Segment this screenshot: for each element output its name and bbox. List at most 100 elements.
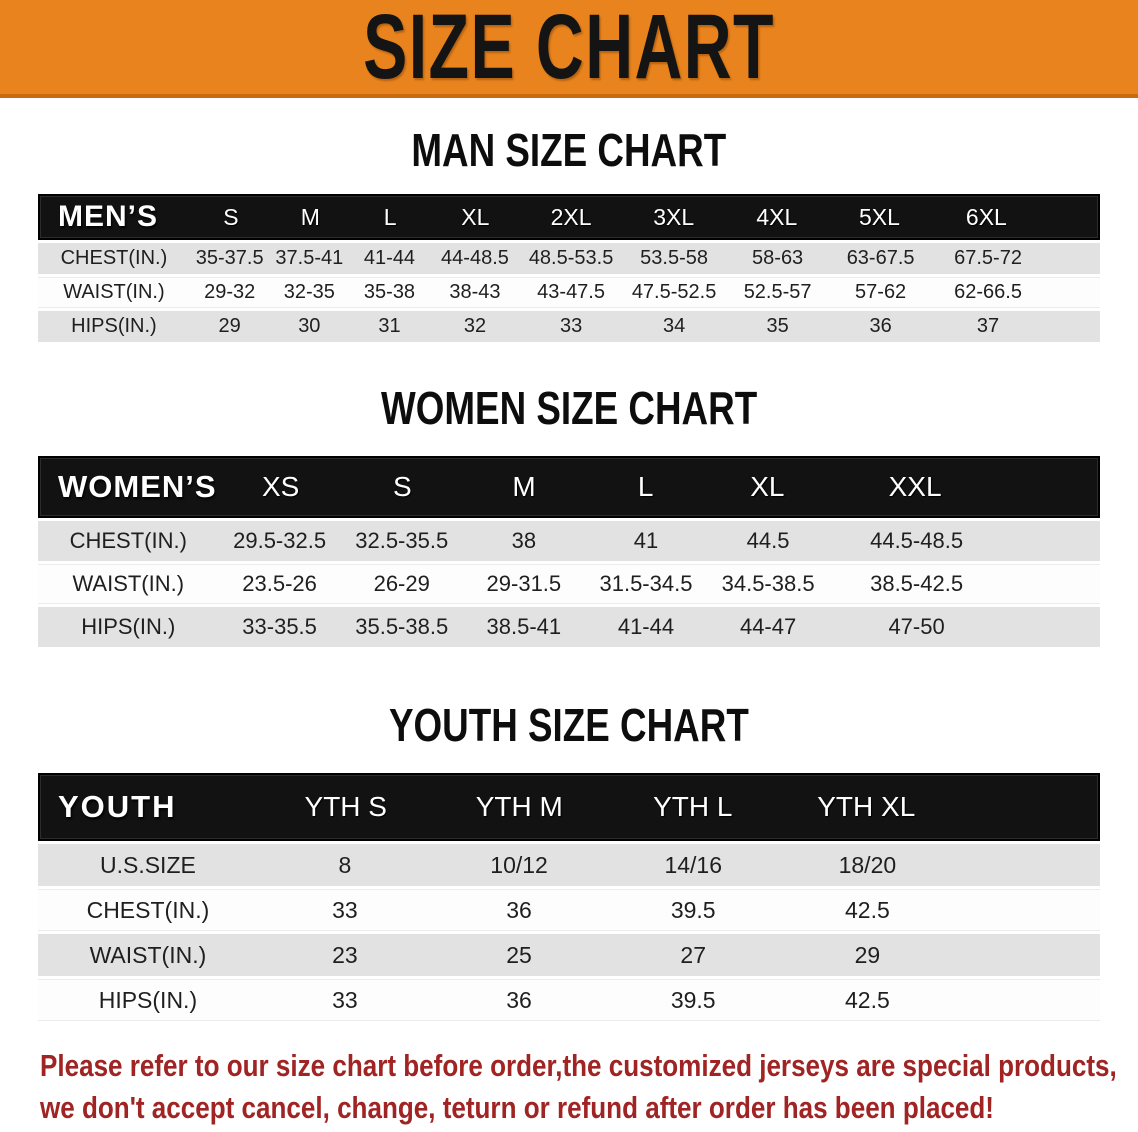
- disclaimer-line-1: Please refer to our size chart before or…: [40, 1048, 1117, 1083]
- men-size-col-header: 2XL: [550, 203, 592, 230]
- row-label: WAIST(IN.): [63, 281, 165, 303]
- size-cell: 47.5-52.5: [631, 281, 717, 303]
- size-chart-banner: SIZE CHART: [0, 0, 1138, 98]
- youth-table-header-row: YOUTH YTH S YTH M YTH L YTH XL: [38, 773, 1100, 841]
- size-cell: 42.5: [844, 986, 890, 1013]
- row-label: HIPS(IN.): [81, 614, 176, 639]
- youth-size-col-header: YTH L: [653, 791, 733, 822]
- size-cell: 32: [463, 315, 487, 337]
- size-cell: 36: [506, 986, 532, 1013]
- row-label: WAIST(IN.): [72, 571, 185, 596]
- size-cell: 47-50: [888, 614, 945, 639]
- row-label: WAIST(IN.): [89, 941, 207, 968]
- size-cell: 38.5-42.5: [870, 571, 964, 596]
- size-cell: 35-38: [363, 281, 416, 303]
- row-label: HIPS(IN.): [98, 986, 198, 1013]
- size-cell: 25: [506, 941, 532, 968]
- size-cell: 38.5-41: [486, 614, 562, 639]
- size-cell: 33: [559, 315, 583, 337]
- size-cell: 32-35: [283, 281, 335, 303]
- size-cell: 18/20: [838, 851, 897, 878]
- women-size-col-header: L: [637, 471, 654, 502]
- size-cell: 36: [869, 315, 892, 337]
- size-cell: 26-29: [373, 571, 430, 596]
- size-cell: 35: [766, 315, 789, 337]
- youth-size-col-header: YTH XL: [817, 791, 916, 822]
- banner-title: SIZE CHART: [363, 0, 775, 98]
- size-cell: 29.5-32.5: [233, 528, 327, 553]
- size-cell: 33: [332, 896, 358, 923]
- women-size-col-header: XL: [750, 471, 785, 502]
- men-size-col-header: XL: [461, 203, 490, 230]
- youth-section-heading-text: YOUTH SIZE CHART: [389, 699, 749, 751]
- row-label: U.S.SIZE: [99, 851, 196, 878]
- size-cell: 32.5-35.5: [355, 528, 449, 553]
- size-cell: 36: [506, 896, 532, 923]
- men-size-col-header: M: [300, 203, 320, 230]
- size-cell: 42.5: [844, 896, 890, 923]
- size-cell: 29: [218, 315, 241, 337]
- size-cell: 43-47.5: [537, 281, 605, 303]
- women-section-heading: WOMEN SIZE CHART: [0, 382, 1138, 434]
- order-disclaimer: Please refer to our size chart before or…: [40, 1045, 1138, 1129]
- men-chest-row: CHEST(IN.) 35-37.5 37.5-41 41-44 44-48.5…: [38, 243, 1100, 274]
- size-cell: 44-48.5: [441, 247, 509, 269]
- size-cell: 41-44: [363, 247, 416, 269]
- size-cell: 44.5: [746, 528, 790, 553]
- women-waist-row: WAIST(IN.) 23.5-26 26-29 29-31.5 31.5-34…: [38, 564, 1100, 604]
- size-cell: 41: [633, 528, 659, 553]
- men-waist-row: WAIST(IN.) 29-32 32-35 35-38 38-43 43-47…: [38, 277, 1100, 308]
- size-cell: 23.5-26: [242, 571, 317, 596]
- size-cell: 27: [680, 941, 707, 968]
- women-hips-row: HIPS(IN.) 33-35.5 35.5-38.5 38.5-41 41-4…: [38, 607, 1100, 647]
- men-size-col-header: 6XL: [965, 203, 1007, 230]
- size-cell: 33-35.5: [242, 614, 317, 639]
- size-cell: 10/12: [490, 851, 548, 878]
- women-size-col-header: M: [512, 471, 536, 502]
- women-section-heading-text: WOMEN SIZE CHART: [380, 382, 758, 434]
- size-cell: 8: [338, 851, 352, 878]
- row-label: CHEST(IN.): [69, 528, 187, 553]
- men-hips-row: HIPS(IN.) 29 30 31 32 33 34 35 36 37: [38, 311, 1100, 342]
- youth-table-corner-label: YOUTH: [58, 789, 177, 824]
- size-cell: 14/16: [664, 851, 722, 878]
- size-cell: 38: [511, 528, 537, 553]
- size-cell: 37.5-41: [275, 247, 344, 269]
- youth-chest-row: CHEST(IN.) 33 36 39.5 42.5: [38, 889, 1100, 931]
- size-cell: 63-67.5: [846, 247, 915, 269]
- size-cell: 39.5: [670, 896, 716, 923]
- size-cell: 34.5-38.5: [721, 571, 815, 596]
- size-cell: 35-37.5: [195, 247, 264, 269]
- women-chest-row: CHEST(IN.) 29.5-32.5 32.5-35.5 38 41 44.…: [38, 521, 1100, 561]
- size-cell: 67.5-72: [954, 247, 1022, 269]
- size-cell: 35.5-38.5: [355, 614, 449, 639]
- women-size-col-header: XS: [262, 471, 300, 502]
- size-cell: 62-66.5: [954, 281, 1022, 303]
- women-table-corner-label: WOMEN’S: [58, 469, 217, 504]
- youth-size-table: YOUTH YTH S YTH M YTH L YTH XL U.S.SIZE …: [38, 773, 1100, 1021]
- youth-waist-row: WAIST(IN.) 23 25 27 29: [38, 934, 1100, 976]
- youth-ussize-row: U.S.SIZE 8 10/12 14/16 18/20: [38, 844, 1100, 886]
- size-cell: 23: [332, 941, 358, 968]
- men-table-corner-label: MEN’S: [58, 200, 159, 233]
- size-cell: 31: [378, 315, 401, 337]
- men-size-col-header: 3XL: [653, 203, 695, 230]
- women-size-col-header: XXL: [888, 471, 942, 502]
- size-cell: 29-32: [204, 281, 256, 303]
- men-section-heading-text: MAN SIZE CHART: [411, 124, 727, 176]
- size-cell: 33: [332, 986, 358, 1013]
- youth-size-col-header: YTH S: [304, 791, 387, 822]
- size-cell: 38-43: [449, 281, 501, 303]
- size-cell: 39.5: [670, 986, 716, 1013]
- size-cell: 41-44: [617, 614, 675, 639]
- row-label: CHEST(IN.): [86, 896, 210, 923]
- women-table-header-row: WOMEN’S XS S M L XL XXL: [38, 456, 1100, 518]
- disclaimer-line-2: we don't accept cancel, change, teturn o…: [40, 1090, 994, 1125]
- men-size-table: MEN’S S M L XL 2XL 3XL 4XL 5XL 6XL CHEST…: [38, 194, 1100, 342]
- youth-section-heading: YOUTH SIZE CHART: [0, 699, 1138, 751]
- men-size-col-header: 5XL: [859, 203, 900, 230]
- size-cell: 29: [854, 941, 881, 968]
- row-label: HIPS(IN.): [71, 315, 157, 337]
- size-cell: 53.5-58: [640, 247, 708, 269]
- size-cell: 31.5-34.5: [599, 571, 693, 596]
